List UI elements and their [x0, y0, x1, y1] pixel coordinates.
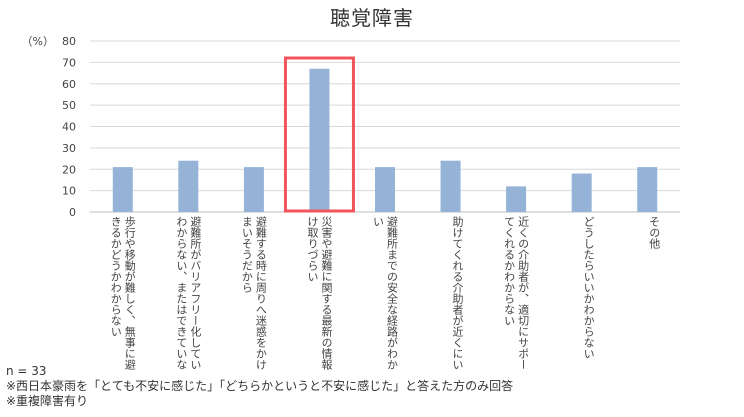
- x-tick-label: 助けてくれる介助者が近くにいない: [451, 215, 464, 370]
- y-tick-label: 40: [62, 121, 76, 134]
- x-tick-label: 近くの介助者が、適切にサポートし: [517, 216, 530, 370]
- bar: [506, 186, 527, 212]
- y-tick-label: 30: [62, 142, 76, 155]
- bar: [112, 167, 133, 212]
- highlight-box: [283, 56, 355, 213]
- x-tick-label: てくれるかわからない: [503, 216, 516, 326]
- y-axis-ticks: 0 10 20 30 40 50 60 70 80: [62, 35, 76, 219]
- y-tick-label: 50: [62, 99, 76, 112]
- x-tick-label: その他: [648, 216, 661, 249]
- footnote-2: ※重複障害有り: [6, 394, 89, 408]
- y-tick-label: 60: [62, 78, 76, 91]
- bar: [440, 160, 461, 212]
- x-tick-label: わからない、またはできていない: [175, 216, 188, 370]
- x-tick-label: け取りづらい: [306, 216, 319, 282]
- sample-size: n = 33: [6, 364, 47, 378]
- y-tick-label: 20: [62, 163, 76, 176]
- y-tick-label: 10: [62, 185, 76, 198]
- footnote-1: ※西日本豪雨を「とても不安に感じた」「どちらかというと不安に感じた」と答えた方の…: [6, 379, 514, 393]
- y-tick-label: 70: [62, 56, 76, 69]
- bars: [112, 68, 658, 212]
- x-tick-label: 歩行や移動が難しく、無事に避難で: [123, 215, 136, 370]
- x-tick-label: 避難所までの安全な経路がわからな: [386, 215, 399, 370]
- footnotes: n = 33 ※西日本豪雨を「とても不安に感じた」「どちらかというと不安に感じた…: [6, 364, 513, 409]
- bar: [637, 167, 658, 212]
- chart-title: 聴覚障害: [330, 6, 414, 30]
- bar: [375, 167, 395, 212]
- x-tick-label: きるかどうかわからない: [109, 216, 122, 337]
- x-tick-label: どうしたらいいかわからない: [582, 216, 595, 359]
- x-tick-label: まいそうだから: [240, 216, 253, 293]
- bar: [178, 160, 199, 212]
- x-tick-label: 避難所がバリアフリー化しているか: [189, 215, 202, 370]
- bar: [309, 68, 330, 212]
- x-tick-label: 避難する時に周りへ迷惑をかけてし: [254, 215, 267, 370]
- bar-chart: 0 10 20 30 40 50 60 70 80 （%） 歩行や移動が難しく、無事に避難できる…: [22, 35, 680, 370]
- y-tick-label: 0: [69, 206, 76, 219]
- bar: [571, 173, 592, 212]
- y-tick-label: 80: [62, 35, 76, 48]
- x-tick-label: 災害や避難に関する最新の情報を受: [320, 216, 333, 370]
- bar: [243, 167, 264, 212]
- y-axis-label: （%）: [22, 35, 54, 48]
- x-tick-label: い: [372, 216, 385, 227]
